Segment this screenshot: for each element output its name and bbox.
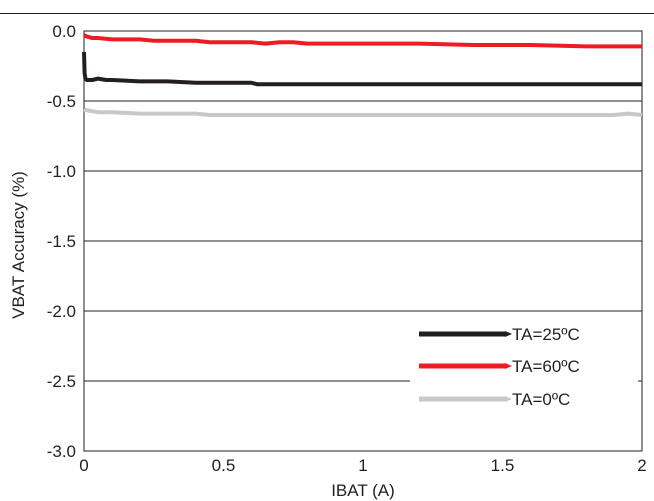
x-axis-title: IBAT (A)	[331, 481, 395, 500]
legend-swatch-tip	[505, 363, 512, 369]
y-tick-label: -0.5	[47, 92, 76, 111]
legend-label: TA=60ºC	[512, 357, 580, 376]
legend-label: TA=0ºC	[512, 390, 570, 409]
y-tick-label: -1.5	[47, 232, 76, 251]
series-line-2	[83, 107, 643, 117]
x-tick-labels: 0 0.5 1 1.5 2	[79, 456, 646, 475]
y-tick-labels: 0.0 -0.5 -1.0 -1.5 -2.0 -2.5 -3.0	[47, 22, 76, 461]
y-tick-label: 0.0	[52, 22, 76, 41]
plot-frame	[83, 30, 643, 452]
x-tick-label: 1.5	[491, 456, 515, 475]
legend-swatch-tip	[505, 396, 512, 402]
y-tick-label: -1.0	[47, 162, 76, 181]
series-line-0	[82, 51, 642, 87]
series-layer	[82, 33, 643, 117]
x-tick-label: 1	[358, 456, 367, 475]
y-axis-title: VBAT Accuracy (%)	[9, 171, 28, 319]
top-banner-strip	[0, 0, 654, 14]
x-tick-label: 0.5	[212, 456, 236, 475]
legend-swatch-tip	[505, 331, 512, 337]
series-line-1	[83, 33, 642, 49]
y-tick-label: -2.5	[47, 372, 76, 391]
legend-label: TA=25ºC	[512, 325, 580, 344]
x-tick-label: 0	[79, 456, 88, 475]
y-tick-label: -2.0	[47, 302, 76, 321]
x-tick-label: 2	[637, 456, 646, 475]
y-tick-label: -3.0	[47, 442, 76, 461]
legend: TA=25ºC TA=60ºC TA=0ºC	[410, 318, 638, 414]
plot-border	[83, 30, 643, 452]
